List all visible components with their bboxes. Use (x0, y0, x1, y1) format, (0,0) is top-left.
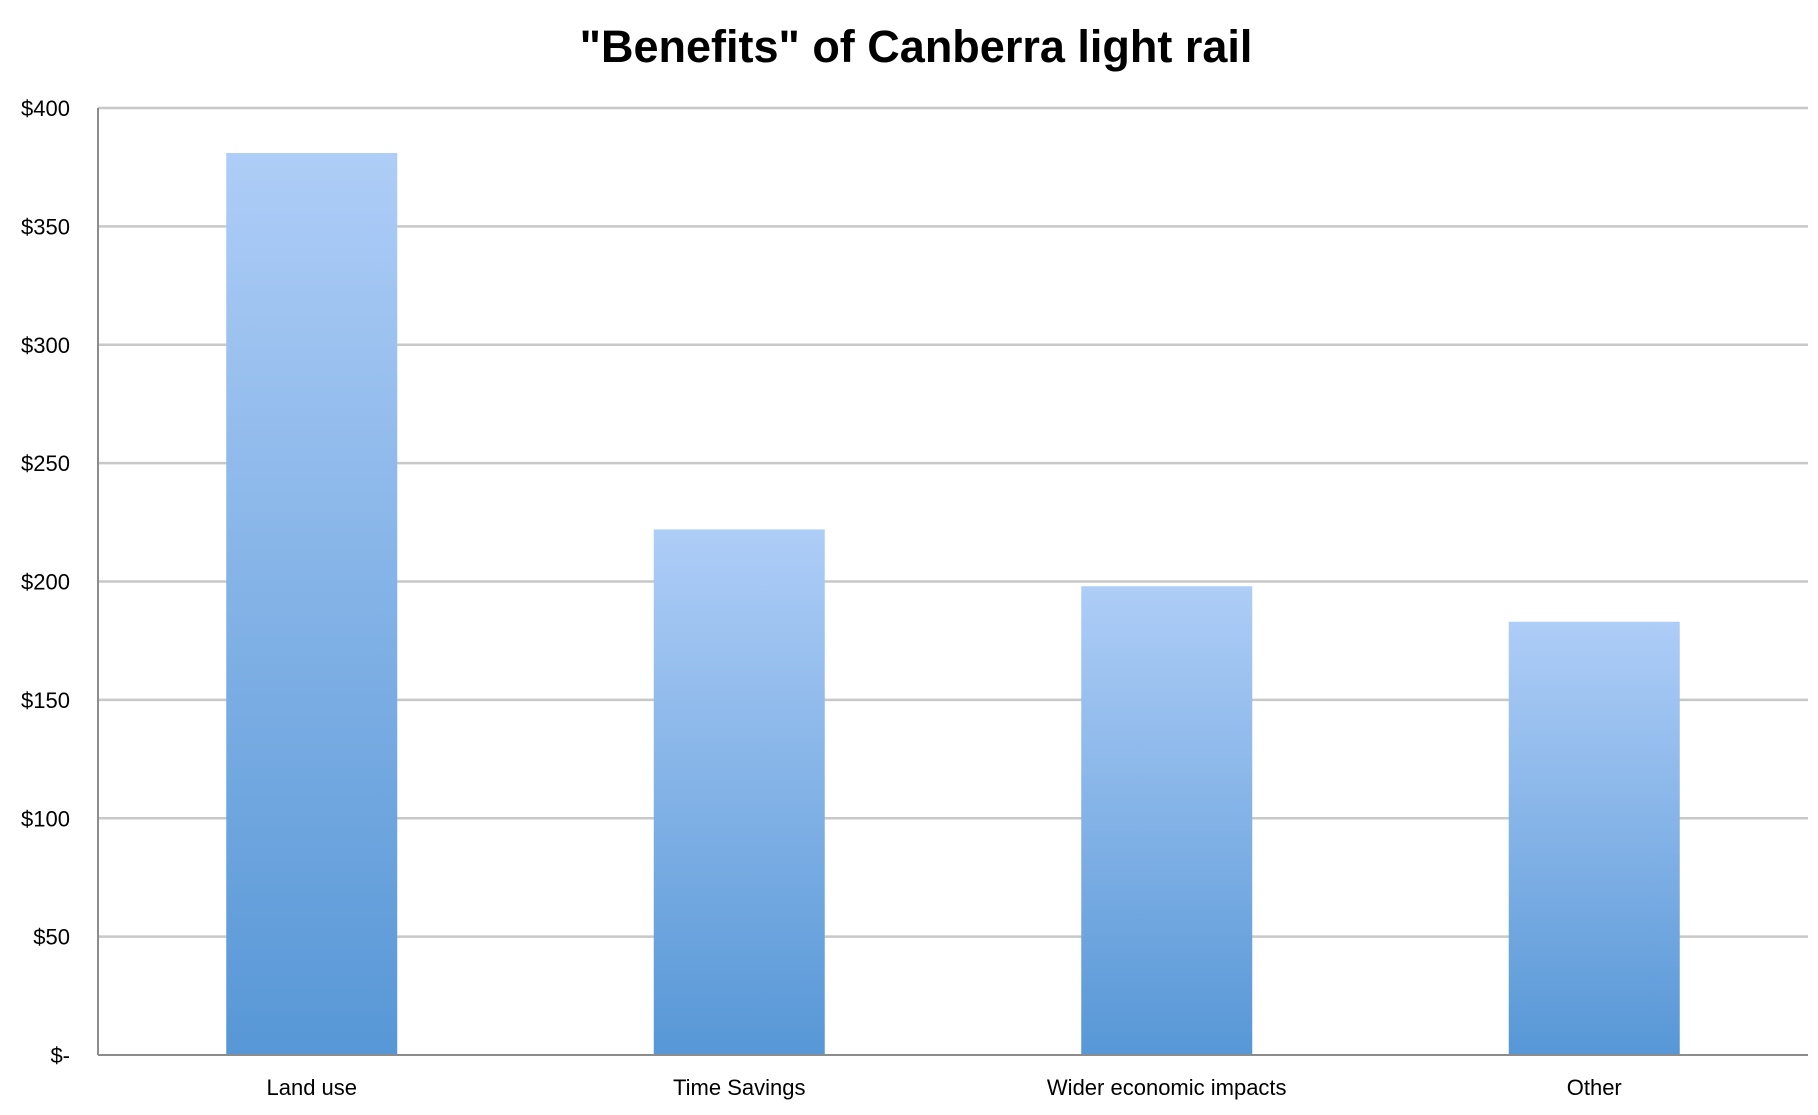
chart-title: "Benefits" of Canberra light rail (580, 21, 1253, 72)
bars (226, 152, 1680, 1056)
bar (1508, 621, 1680, 1055)
x-category-label: Time Savings (673, 1075, 805, 1100)
y-tick-label: $100 (21, 806, 70, 831)
y-axis-tick-labels: $- $50 $100 $150 $200 $250 $300 $350 $400 (21, 96, 70, 1068)
y-tick-label: $- (50, 1043, 70, 1068)
x-axis-category-labels: Land use Time Savings Wider economic impac… (266, 1075, 1621, 1100)
y-tick-label: $350 (21, 214, 70, 239)
bar (653, 529, 825, 1055)
y-tick-label: $300 (21, 333, 70, 358)
y-tick-label: $50 (33, 925, 70, 950)
bar (1081, 586, 1253, 1055)
bar (226, 152, 398, 1056)
y-tick-label: $250 (21, 451, 70, 476)
y-tick-label: $150 (21, 688, 70, 713)
y-tick-label: $200 (21, 570, 70, 595)
axes (97, 108, 1808, 1056)
y-tick-label: $400 (21, 96, 70, 121)
x-category-label: Wider economic impacts (1047, 1075, 1287, 1100)
x-category-label: Land use (266, 1075, 357, 1100)
x-category-label: Other (1567, 1075, 1622, 1100)
